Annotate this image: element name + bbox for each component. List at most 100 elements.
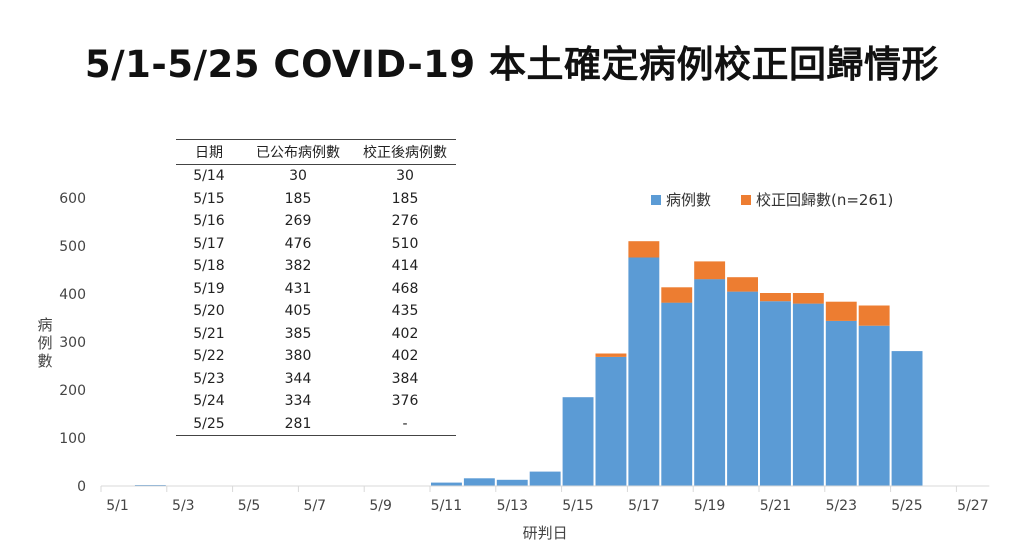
x-tick-label: 5/15 [562, 498, 593, 514]
bar-base [661, 302, 693, 486]
x-tick-label: 5/9 [369, 498, 392, 514]
y-axis-label-char: 數 [37, 352, 52, 370]
table-row: 5/14 30 30 [176, 165, 456, 188]
cell-date: 5/24 [193, 393, 225, 410]
bar-base [628, 257, 660, 486]
x-tick-label: 5/13 [497, 498, 528, 514]
cell-date: 5/23 [193, 370, 225, 387]
table-row: 5/16 269 276 [176, 210, 456, 233]
y-tick-label: 400 [59, 287, 86, 303]
bar-correction [760, 293, 791, 302]
legend-label-base: 病例數 [666, 191, 711, 209]
table-row: 5/25 281- [176, 412, 456, 436]
y-tick-label: 500 [59, 239, 86, 255]
cell-corrected: 384 [391, 370, 419, 387]
cell-published: 344 [284, 370, 312, 387]
x-tick-label: 5/1 [106, 498, 129, 514]
cell-published: 431 [284, 280, 312, 297]
cell-published: 405 [284, 303, 312, 320]
bar-correction [694, 261, 726, 280]
bar-correction [825, 301, 857, 321]
cell-corrected: 376 [391, 393, 419, 410]
x-tick-label: 5/17 [628, 498, 659, 514]
bar-base [727, 291, 758, 486]
y-tick-label: 0 [77, 479, 86, 495]
x-tick-label: 5/11 [431, 498, 462, 514]
cell-corrected: - [354, 412, 456, 436]
correction-table: 日期 已公布病例數 校正後病例數 5/14 30 30 5/15 185 185 5/16 2… [176, 139, 456, 436]
header-published: 已公布病例數 [242, 139, 354, 165]
table-row: 5/24 334 376 [176, 390, 456, 413]
legend-swatch-base [651, 195, 661, 205]
cell-published: 334 [284, 393, 312, 410]
cell-date: 5/19 [193, 280, 225, 297]
y-axis-label: 病例數 [37, 316, 52, 370]
cell-corrected: 30 [396, 168, 414, 185]
x-tick-label: 5/21 [760, 498, 791, 514]
cell-published: 185 [284, 190, 312, 207]
x-tick-label: 5/23 [826, 498, 857, 514]
x-tick-label: 5/3 [172, 498, 195, 514]
cell-date: 5/14 [193, 168, 225, 185]
bar-base [760, 301, 791, 486]
cell-published: 380 [284, 348, 312, 365]
bar-correction [727, 277, 758, 292]
cell-date: 5/20 [193, 303, 225, 320]
cell-published: 476 [284, 235, 312, 252]
table-row: 5/15 185 185 [176, 188, 456, 211]
cell-published: 281 [242, 412, 354, 436]
x-tick-label: 5/25 [891, 498, 922, 514]
table-row: 5/19 431 468 [176, 278, 456, 301]
cell-corrected: 468 [391, 280, 419, 297]
bar-base [529, 471, 561, 486]
cell-published: 30 [289, 168, 307, 185]
cell-date: 5/22 [193, 348, 225, 365]
bar-base [858, 325, 890, 486]
cell-corrected: 402 [391, 348, 419, 365]
cell-corrected: 185 [391, 190, 419, 207]
cell-corrected: 402 [391, 325, 419, 342]
table-row: 5/17 476 510 [176, 233, 456, 256]
cell-corrected: 276 [391, 213, 419, 230]
table-row: 5/18 382 414 [176, 255, 456, 278]
bar-base [891, 351, 923, 486]
y-tick-label: 200 [59, 383, 86, 399]
cell-published: 385 [284, 325, 312, 342]
table-row: 5/20 405 435 [176, 300, 456, 323]
cell-corrected: 435 [391, 303, 419, 320]
table-row: 5/23 344 384 [176, 368, 456, 391]
bar-base [792, 303, 824, 486]
cell-date: 5/15 [193, 190, 225, 207]
bar-correction [628, 241, 660, 258]
cell-date: 5/21 [193, 325, 225, 342]
x-tick-label: 5/19 [694, 498, 725, 514]
y-tick-label: 600 [59, 191, 86, 207]
cell-date: 5/17 [193, 235, 225, 252]
y-axis-label-char: 病 [37, 316, 52, 334]
y-tick-label: 100 [59, 431, 86, 447]
x-tick-label: 5/5 [238, 498, 261, 514]
bar-correction [792, 293, 824, 304]
bar-base [595, 356, 627, 486]
cell-published: 382 [284, 258, 312, 275]
cell-date: 5/25 [176, 412, 242, 436]
cell-corrected: 414 [391, 258, 419, 275]
cell-date: 5/16 [193, 213, 225, 230]
header-corrected: 校正後病例數 [354, 139, 456, 165]
cell-corrected: 510 [391, 235, 419, 252]
y-axis-label-char: 例 [37, 334, 52, 352]
x-axis-label: 研判日 [523, 524, 568, 542]
page-title: 5/1-5/25 COVID-19 本土確定病例校正回歸情形 [84, 43, 940, 86]
bar-base [694, 279, 726, 486]
x-tick-label: 5/27 [957, 498, 988, 514]
bar-base [463, 478, 495, 486]
legend-label-correction: 校正回歸數(n=261) [756, 191, 893, 209]
header-date: 日期 [176, 139, 242, 165]
y-tick-label: 300 [59, 335, 86, 351]
bar-base [431, 482, 462, 486]
table-row: 5/21 385 402 [176, 323, 456, 346]
cell-date: 5/18 [193, 258, 225, 275]
bar-correction [858, 305, 890, 326]
cell-published: 269 [284, 213, 312, 230]
